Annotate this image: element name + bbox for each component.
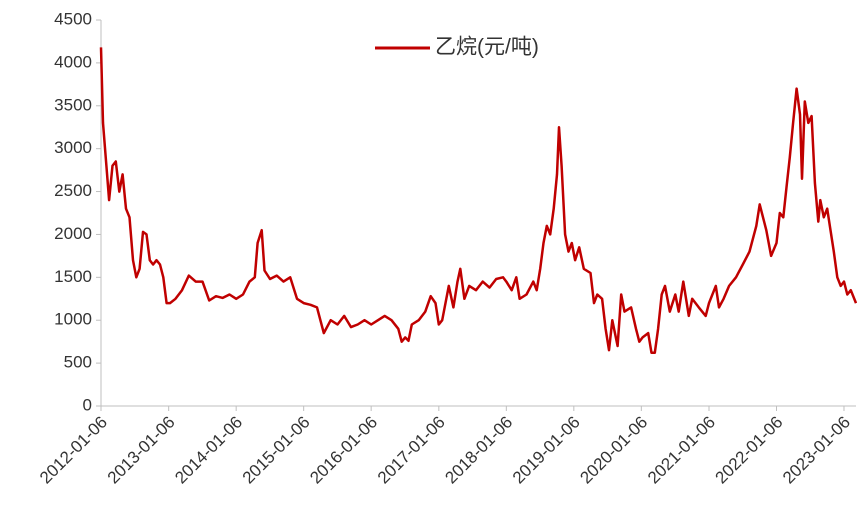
y-tick-label: 3000: [54, 138, 92, 157]
y-tick-label: 2000: [54, 224, 92, 243]
x-tick-label: 2012-01-06: [36, 413, 111, 488]
x-tick-label: 2019-01-06: [509, 413, 584, 488]
x-tick-label: 2018-01-06: [441, 413, 516, 488]
y-tick-label: 3500: [54, 95, 92, 114]
x-tick-label: 2014-01-06: [171, 413, 246, 488]
y-tick-label: 4000: [54, 52, 92, 71]
x-tick-label: 2017-01-06: [374, 413, 449, 488]
legend-label: 乙烷(元/吨): [435, 36, 539, 59]
x-tick-label: 2015-01-06: [239, 413, 314, 488]
y-tick-label: 1500: [54, 267, 92, 286]
x-tick-label: 2013-01-06: [104, 413, 179, 488]
data-line: [99, 47, 857, 355]
y-tick-label: 2500: [54, 181, 92, 200]
y-tick-label: 0: [83, 395, 92, 414]
x-tick-label: 2022-01-06: [712, 413, 787, 488]
y-tick-label: 1000: [54, 310, 92, 329]
y-tick-label: 4500: [54, 9, 92, 28]
x-tick-label: 2021-01-06: [644, 413, 719, 488]
x-tick-label: 2023-01-06: [779, 413, 854, 488]
x-tick-label: 2016-01-06: [306, 413, 381, 488]
y-tick-label: 500: [64, 353, 92, 372]
x-tick-label: 2020-01-06: [576, 413, 651, 488]
